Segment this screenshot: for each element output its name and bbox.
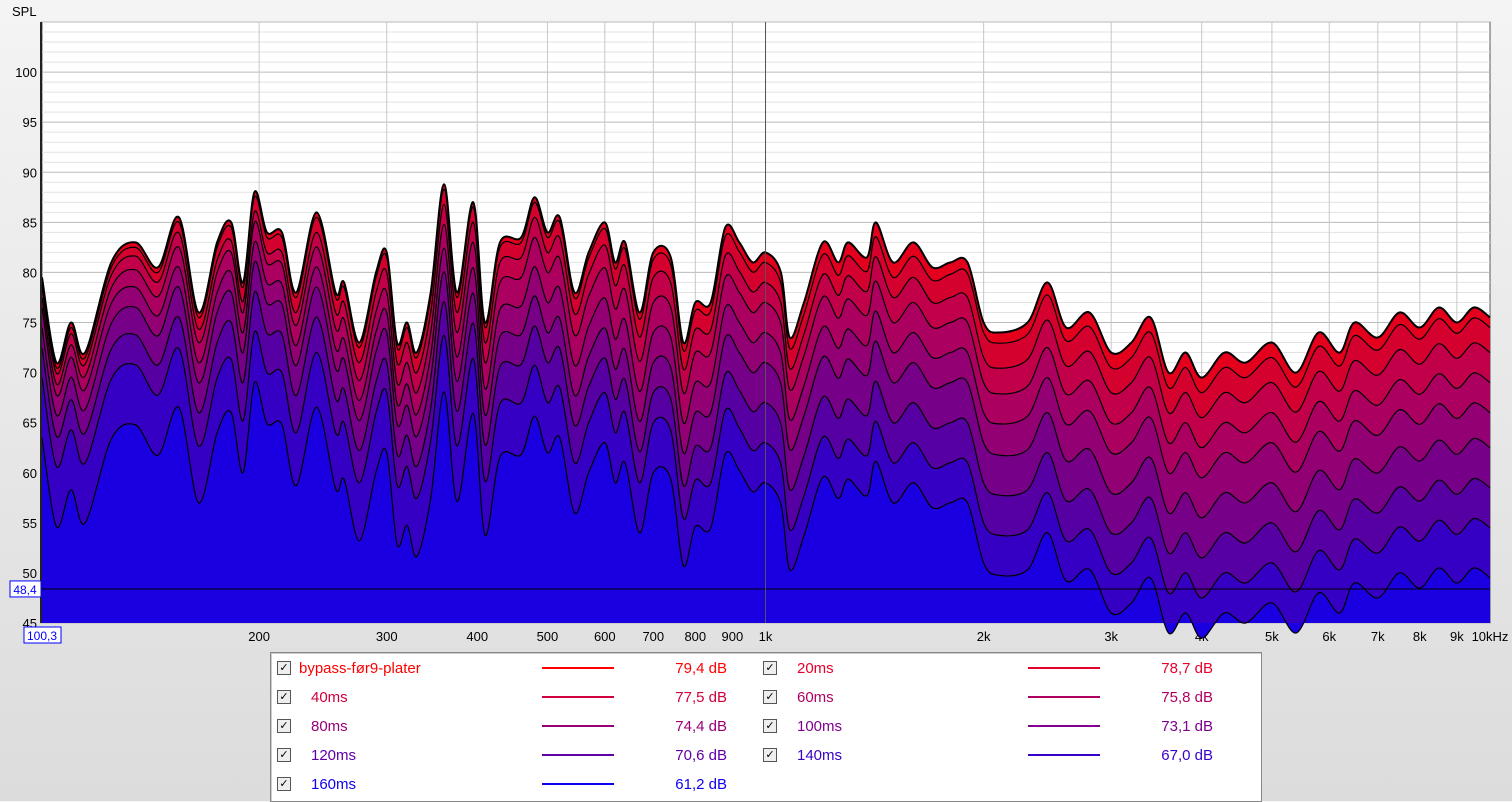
legend-checkbox[interactable]: ✓ — [763, 748, 777, 762]
x-tick-label: 8k — [1413, 629, 1427, 644]
legend-label: 100ms — [797, 717, 843, 735]
legend-label: 60ms — [797, 688, 834, 706]
legend-checkbox[interactable]: ✓ — [277, 719, 291, 733]
legend-label: 40ms — [311, 688, 348, 706]
cursor-y-box — [9, 580, 42, 598]
series-line-140ms — [41, 330, 1491, 599]
y-tick-label: 75 — [23, 316, 37, 331]
x-tick-label: 10kHz — [1472, 629, 1509, 644]
series-line-80ms — [41, 240, 1491, 479]
legend-value: 67,0 dB — [1161, 746, 1213, 764]
x-tick-label: 300 — [376, 629, 398, 644]
y-tick-label: 65 — [23, 416, 37, 431]
series-line-20ms — [41, 188, 1491, 394]
legend-item: ✓ bypass-før9-plater 79,4 dB — [277, 658, 757, 678]
legend-swatch — [1028, 667, 1100, 669]
legend-checkbox[interactable]: ✓ — [277, 661, 291, 675]
x-tick-label: 900 — [722, 629, 744, 644]
series-line-bypass-før9-plater — [41, 183, 1491, 379]
legend-label: 160ms — [311, 775, 357, 793]
y-tick-label: 55 — [23, 516, 37, 531]
legend-swatch — [542, 667, 614, 669]
series-line-120ms — [41, 290, 1491, 559]
legend-checkbox[interactable]: ✓ — [277, 777, 291, 791]
legend-label: 80ms — [311, 717, 348, 735]
series-line-60ms — [41, 220, 1491, 449]
y-tick-label: 100 — [15, 65, 37, 80]
legend-label: bypass-før9-plater — [299, 659, 421, 677]
legend-item: ✓ 120ms 70,6 dB — [277, 745, 757, 765]
y-tick-label: 80 — [23, 265, 37, 280]
legend-value: 78,7 dB — [1161, 659, 1213, 677]
legend-value: 61,2 dB — [675, 775, 727, 793]
cursor-x-label: 100,3 — [27, 629, 57, 643]
x-tick-label: 3k — [1104, 629, 1118, 644]
legend-swatch — [1028, 725, 1100, 727]
legend-swatch — [1028, 696, 1100, 698]
plot-left-border — [40, 22, 42, 623]
legend-checkbox[interactable]: ✓ — [763, 719, 777, 733]
legend-value: 75,8 dB — [1161, 688, 1213, 706]
cursor-y-label: 48,4 — [13, 583, 37, 597]
x-tick-label: 6k — [1322, 629, 1336, 644]
legend-item: ✓ 100ms 73,1 dB — [763, 716, 1243, 736]
x-tick-label: 500 — [537, 629, 559, 644]
series-line-160ms — [41, 381, 1491, 639]
x-tick-label: 200 — [248, 629, 270, 644]
legend-item: ✓ 160ms 61,2 dB — [277, 774, 757, 794]
legend-item: ✓ 60ms 75,8 dB — [763, 687, 1243, 707]
x-tick-label: 700 — [642, 629, 664, 644]
legend-checkbox[interactable]: ✓ — [277, 690, 291, 704]
legend-value: 70,6 dB — [675, 746, 727, 764]
legend-swatch — [542, 754, 614, 756]
legend-swatch — [542, 783, 614, 785]
legend-item: ✓ 20ms 78,7 dB — [763, 658, 1243, 678]
series-line-100ms — [41, 260, 1491, 519]
y-tick-label: 95 — [23, 115, 37, 130]
y-tick-label: 85 — [23, 215, 37, 230]
legend-label: 140ms — [797, 746, 843, 764]
x-tick-label: 1k — [759, 629, 773, 644]
legend-checkbox[interactable]: ✓ — [763, 661, 777, 675]
legend-item: ✓ 140ms 67,0 dB — [763, 745, 1243, 765]
legend-checkbox[interactable]: ✓ — [763, 690, 777, 704]
x-tick-label: 800 — [684, 629, 706, 644]
legend-item: ✓ 40ms 77,5 dB — [277, 687, 757, 707]
series-line-40ms — [41, 203, 1491, 419]
legend-value: 73,1 dB — [1161, 717, 1213, 735]
x-tick-label: 600 — [594, 629, 616, 644]
legend-swatch — [1028, 754, 1100, 756]
legend-checkbox[interactable]: ✓ — [277, 748, 291, 762]
x-tick-label: 9k — [1450, 629, 1464, 644]
x-tick-label: 5k — [1265, 629, 1279, 644]
y-tick-label: 90 — [23, 165, 37, 180]
legend-label: 120ms — [311, 746, 357, 764]
legend-item: ✓ 80ms 74,4 dB — [277, 716, 757, 736]
legend-value: 77,5 dB — [675, 688, 727, 706]
x-tick-label: 400 — [466, 629, 488, 644]
y-axis-label: SPL — [12, 4, 37, 19]
legend: ✓ bypass-før9-plater 79,4 dB ✓ 20ms 78,7 dB ✓ 4… — [270, 652, 1262, 802]
legend-swatch — [542, 725, 614, 727]
legend-swatch — [542, 696, 614, 698]
legend-value: 74,4 dB — [675, 717, 727, 735]
x-tick-label: 7k — [1371, 629, 1385, 644]
legend-label: 20ms — [797, 659, 834, 677]
cursor-x-box — [23, 626, 62, 644]
legend-value: 79,4 dB — [675, 659, 727, 677]
y-tick-label: 70 — [23, 366, 37, 381]
y-tick-label: 50 — [23, 566, 37, 581]
y-tick-label: 60 — [23, 466, 37, 481]
x-tick-label: 2k — [977, 629, 991, 644]
